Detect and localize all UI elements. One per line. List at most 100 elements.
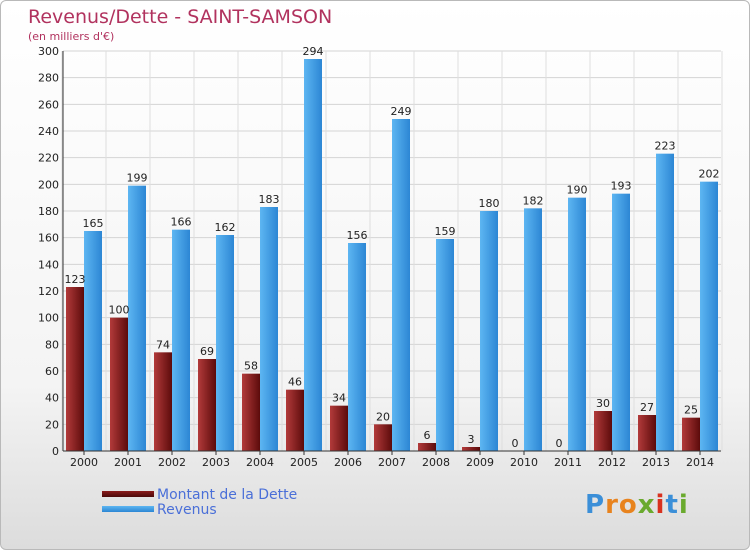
y-tick-label: 280 (38, 72, 59, 85)
revenue-bar (304, 59, 322, 451)
y-tick-label: 20 (45, 418, 59, 431)
revenue-bar (348, 243, 366, 451)
revenue-data-label: 162 (215, 221, 236, 234)
revenue-bar (172, 229, 190, 451)
logo-letter: o (618, 490, 638, 520)
legend-label-debt: Montant de la Dette (157, 487, 298, 503)
y-tick-label: 100 (38, 312, 59, 325)
y-tick-label: 40 (45, 392, 59, 405)
legend-swatch-debt (102, 491, 154, 497)
debt-data-label: 123 (65, 273, 86, 286)
debt-data-label: 0 (556, 437, 563, 450)
x-tick-label: 2010 (510, 456, 538, 469)
y-tick-label: 260 (38, 98, 59, 111)
debt-bar (110, 317, 128, 451)
x-tick-label: 2004 (246, 456, 274, 469)
y-tick-label: 200 (38, 178, 59, 191)
revenue-bar (700, 181, 718, 451)
debt-data-label: 20 (376, 410, 390, 423)
debt-data-label: 3 (468, 433, 475, 446)
x-tick-label: 2008 (422, 456, 450, 469)
revenue-data-label: 180 (479, 197, 500, 210)
y-tick-label: 120 (38, 285, 59, 298)
debt-bar (418, 443, 436, 451)
logo-letter: P (585, 490, 606, 520)
debt-data-label: 25 (684, 404, 698, 417)
revenue-bar (392, 119, 410, 451)
revenue-data-label: 223 (655, 140, 676, 153)
y-tick-label: 180 (38, 205, 59, 218)
revenue-bar (436, 239, 454, 451)
y-tick-label: 220 (38, 152, 59, 165)
x-tick-label: 2011 (554, 456, 582, 469)
revenue-data-label: 249 (391, 105, 412, 118)
debt-data-label: 30 (596, 397, 610, 410)
x-tick-label: 2005 (290, 456, 318, 469)
debt-bar (462, 447, 480, 451)
revenue-data-label: 166 (171, 216, 192, 229)
x-tick-label: 2000 (70, 456, 98, 469)
revenue-data-label: 182 (523, 194, 544, 207)
logo-letter: i (655, 490, 666, 520)
x-tick-label: 2012 (598, 456, 626, 469)
debt-data-label: 34 (332, 392, 346, 405)
x-tick-label: 2003 (202, 456, 230, 469)
x-tick-label: 2002 (158, 456, 186, 469)
legend-swatch-revenue (102, 506, 154, 512)
x-tick-label: 2006 (334, 456, 362, 469)
revenue-data-label: 165 (83, 217, 104, 230)
y-tick-label: 240 (38, 125, 59, 138)
y-tick-label: 0 (52, 445, 59, 458)
proxiti-logo: Proxiti (585, 490, 689, 520)
revenue-data-label: 193 (611, 180, 632, 193)
chart-title: Revenus/Dette - SAINT-SAMSON (28, 6, 333, 28)
chart-subtitle: (en milliers d'€) (28, 30, 115, 43)
debt-bar (66, 287, 84, 451)
y-tick-label: 60 (45, 365, 59, 378)
y-tick-label: 80 (45, 338, 59, 351)
revenue-data-label: 156 (347, 229, 368, 242)
x-tick-label: 2001 (114, 456, 142, 469)
x-tick-label: 2013 (642, 456, 670, 469)
revenue-data-label: 159 (435, 225, 456, 238)
revenue-bar (84, 231, 102, 451)
revenue-bar (260, 207, 278, 451)
debt-data-label: 100 (109, 304, 130, 317)
x-tick-label: 2014 (686, 456, 714, 469)
x-tick-label: 2009 (466, 456, 494, 469)
debt-bar (286, 389, 304, 451)
revenue-data-label: 294 (303, 45, 324, 58)
debt-data-label: 69 (200, 345, 214, 358)
revenue-data-label: 190 (567, 184, 588, 197)
x-tick-label: 2007 (378, 456, 406, 469)
revenue-data-label: 199 (127, 172, 148, 185)
logo-letter: t (665, 490, 679, 520)
debt-bar (638, 415, 656, 451)
revenue-bar (216, 235, 234, 451)
debt-bar (374, 424, 392, 451)
logo-letter: r (605, 490, 619, 520)
debt-data-label: 0 (512, 437, 519, 450)
revenue-bar (480, 211, 498, 451)
debt-bar (682, 417, 700, 451)
y-tick-label: 300 (38, 45, 59, 58)
revenue-bar (524, 208, 542, 451)
y-tick-label: 140 (38, 258, 59, 271)
debt-bar (154, 352, 172, 451)
debt-data-label: 58 (244, 360, 258, 373)
revenue-data-label: 202 (699, 168, 720, 181)
debt-data-label: 46 (288, 376, 302, 389)
revenue-bar (128, 185, 146, 451)
debt-data-label: 27 (640, 401, 654, 414)
debt-bar (198, 359, 216, 451)
legend-label-revenue: Revenus (157, 502, 217, 518)
debt-bar (242, 373, 260, 451)
debt-bar (330, 405, 348, 451)
y-tick-label: 160 (38, 232, 59, 245)
debt-data-label: 6 (424, 429, 431, 442)
revenue-bar (568, 197, 586, 451)
revenue-bar (656, 153, 674, 451)
logo-letter: x (637, 490, 656, 520)
